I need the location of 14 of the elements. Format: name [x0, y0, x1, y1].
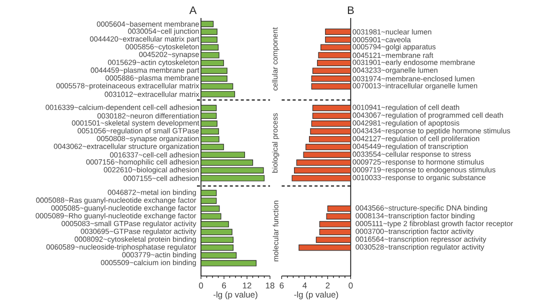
bar: [311, 83, 352, 90]
x-tick-label: 6: [222, 282, 226, 288]
x-tick-label: 0: [198, 282, 204, 288]
x-tick-label: 6: [280, 282, 284, 288]
x-tick-label: 2: [326, 282, 330, 288]
chart-title: A: [189, 6, 197, 14]
x-axis-title: -lg (p value): [294, 291, 338, 300]
chart-title: B: [348, 6, 354, 14]
bar: [327, 205, 352, 212]
x-tick-label: 0: [348, 282, 353, 288]
x-tick-label: 18: [266, 282, 274, 288]
x-tick-label: 4: [302, 282, 307, 288]
x-tick-label: 12: [242, 282, 252, 288]
x-axis-title: -lg (p value): [214, 291, 258, 300]
